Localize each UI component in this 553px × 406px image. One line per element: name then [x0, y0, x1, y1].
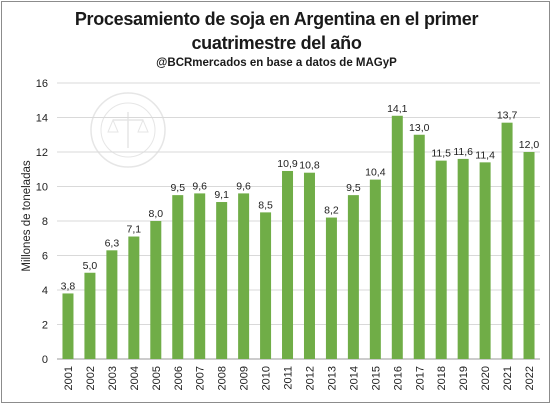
bar: [501, 122, 513, 359]
y-tick-label: 2: [42, 320, 48, 332]
y-tick-label: 6: [42, 251, 48, 263]
data-label: 6,3: [105, 237, 120, 249]
bar: [282, 170, 294, 359]
x-tick-label: 2009: [239, 366, 251, 390]
bar: [194, 193, 206, 359]
x-tick-label: 2019: [458, 366, 470, 390]
data-label: 8,5: [258, 199, 273, 211]
bar: [238, 193, 250, 359]
bar: [106, 250, 118, 359]
y-tick-label: 4: [42, 285, 48, 297]
data-label: 7,1: [127, 224, 142, 236]
data-label: 13,0: [409, 122, 430, 134]
y-tick-label: 16: [36, 78, 48, 90]
bar: [84, 272, 96, 359]
x-tick-label: 2011: [283, 366, 295, 390]
bar: [391, 115, 403, 360]
bar: [128, 236, 140, 359]
bar: [172, 195, 184, 359]
chart-title-line2: cuatrimestre del año: [191, 33, 362, 53]
x-tick-label: 2017: [414, 366, 426, 390]
bar: [325, 217, 337, 359]
data-label: 14,1: [387, 103, 408, 115]
x-tick-label: 2014: [348, 366, 360, 390]
bar: [150, 221, 162, 359]
x-tick-label: 2008: [217, 366, 229, 390]
x-tick-label: 2001: [63, 366, 75, 390]
x-tick-label: 2003: [107, 366, 119, 390]
y-tick-label: 14: [36, 113, 48, 125]
data-label: 10,8: [299, 160, 320, 172]
x-tick-label: 2022: [524, 366, 536, 390]
data-label: 13,7: [497, 110, 518, 122]
bar: [369, 179, 381, 359]
data-label: 12,0: [519, 139, 540, 151]
x-tick-label: 2006: [173, 366, 185, 390]
data-label: 8,0: [148, 208, 163, 220]
bar: [303, 172, 315, 359]
chart-title-line1: Procesamiento de soja en Argentina en el…: [74, 9, 479, 29]
y-tick-label: 8: [42, 216, 48, 228]
x-tick-label: 2007: [195, 366, 207, 390]
bar: [413, 134, 425, 359]
data-label: 11,6: [453, 146, 473, 158]
x-tick-label: 2012: [304, 366, 316, 390]
y-tick-label: 10: [36, 182, 48, 194]
data-label: 10,9: [277, 158, 298, 170]
x-tick-label: 2010: [261, 366, 273, 390]
y-tick-label: 12: [36, 147, 48, 159]
x-tick-label: 2013: [326, 366, 338, 390]
data-label: 9,5: [170, 182, 185, 194]
watermark-seal: [90, 92, 166, 168]
bar: [216, 202, 228, 359]
data-label: 10,4: [365, 167, 386, 179]
x-tick-label: 2015: [370, 366, 382, 390]
x-tick-label: 2020: [480, 366, 492, 390]
x-tick-label: 2005: [151, 366, 163, 390]
bar: [347, 195, 359, 359]
bar: [260, 212, 272, 359]
x-tick-label: 2018: [436, 366, 448, 390]
data-label: 11,5: [431, 148, 451, 160]
data-label: 3,8: [61, 280, 76, 292]
x-tick-label: 2021: [502, 366, 514, 390]
data-label: 9,5: [346, 182, 361, 194]
data-label: 11,4: [475, 149, 495, 161]
x-tick-label: 2002: [85, 366, 97, 390]
x-tick-label: 2016: [392, 366, 404, 390]
data-label: 8,2: [324, 205, 339, 217]
bar: [457, 158, 469, 359]
bar: [479, 162, 491, 359]
bar: [435, 160, 447, 359]
data-label: 9,6: [236, 180, 251, 192]
y-axis-label: Millones de toneladas: [21, 160, 33, 271]
bar: [523, 152, 535, 359]
chart-subtitle: @BCRmercados en base a datos de MAGyP: [156, 57, 397, 69]
bar: [62, 293, 74, 359]
data-label: 9,6: [192, 180, 207, 192]
data-label: 9,1: [214, 189, 229, 201]
y-tick-label: 0: [42, 354, 48, 366]
x-tick-label: 2004: [129, 366, 141, 390]
data-label: 5,0: [83, 260, 98, 272]
